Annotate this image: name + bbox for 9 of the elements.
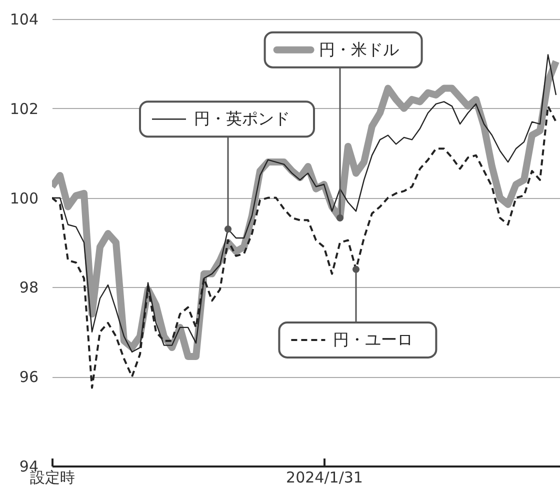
y-tick-label: 98 — [19, 278, 38, 297]
legend-label: 円・ユーロ — [333, 330, 414, 349]
y-tick-label: 102 — [10, 100, 38, 118]
x-tick-label: 2024/1/31 — [286, 468, 363, 486]
y-tick-label: 100 — [10, 189, 38, 208]
legend-label: 円・米ドル — [318, 40, 399, 59]
y-tick-label: 96 — [19, 368, 38, 386]
legend-label: 円・英ポンド — [194, 109, 290, 128]
y-tick-label: 104 — [10, 10, 38, 28]
